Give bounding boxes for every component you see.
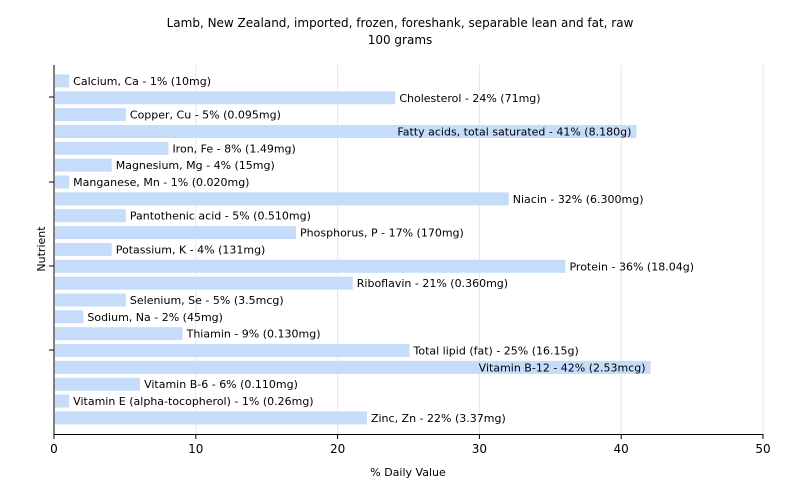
bar-label: Selenium, Se - 5% (3.5mcg) — [130, 294, 284, 307]
x-axis-label: % Daily Value — [370, 466, 446, 479]
bar-label: Phosphorus, P - 17% (170mg) — [300, 227, 464, 240]
y-axis-label: Nutrient — [35, 226, 48, 272]
bar — [55, 192, 509, 206]
bar-label: Iron, Fe - 8% (1.49mg) — [172, 142, 295, 155]
bar-label: Calcium, Ca - 1% (10mg) — [73, 75, 211, 88]
bar-label: Protein - 36% (18.04g) — [569, 260, 694, 273]
bar — [55, 327, 183, 341]
bar-label: Sodium, Na - 2% (45mg) — [87, 311, 223, 324]
bar-label: Vitamin E (alpha-tocopherol) - 1% (0.26m… — [73, 395, 313, 408]
bar — [55, 74, 70, 88]
bar — [55, 108, 126, 122]
bar — [55, 360, 651, 374]
x-tick-label: 50 — [755, 442, 770, 456]
chart-title: Lamb, New Zealand, imported, frozen, for… — [167, 16, 634, 30]
bar-label: Pantothenic acid - 5% (0.510mg) — [130, 210, 311, 223]
bar — [55, 124, 637, 138]
bar-label: Copper, Cu - 5% (0.095mg) — [130, 109, 281, 122]
bar — [55, 242, 112, 256]
bar — [55, 141, 169, 155]
bar-label: Fatty acids, total saturated - 41% (8.18… — [397, 125, 631, 138]
x-tick-label: 0 — [50, 442, 58, 456]
bar — [55, 293, 126, 307]
bar — [55, 259, 566, 273]
bar — [55, 344, 410, 358]
bar — [55, 310, 84, 324]
x-tick-label: 10 — [188, 442, 203, 456]
axes: 0 10 20 30 40 50 — [49, 65, 771, 456]
chart-subtitle: 100 grams — [368, 33, 433, 47]
bar-label: Thiamin - 9% (0.130mg) — [186, 328, 321, 341]
bar-label: Vitamin B-12 - 42% (2.53mcg) — [479, 361, 646, 374]
bar-label: Magnesium, Mg - 4% (15mg) — [116, 159, 275, 172]
bar — [55, 276, 353, 290]
bar — [55, 209, 126, 223]
bars-group: Calcium, Ca - 1% (10mg) Cholesterol - 24%… — [55, 74, 694, 425]
bar-label: Potassium, K - 4% (131mg) — [116, 243, 266, 256]
bar-label: Riboflavin - 21% (0.360mg) — [357, 277, 508, 290]
bar-label: Zinc, Zn - 22% (3.37mg) — [371, 412, 506, 425]
bar-label: Cholesterol - 24% (71mg) — [399, 92, 540, 105]
x-tick-label: 30 — [472, 442, 487, 456]
x-tick-label: 40 — [614, 442, 629, 456]
bar — [55, 175, 70, 189]
bar-label: Niacin - 32% (6.300mg) — [513, 193, 644, 206]
bar — [55, 91, 396, 105]
bar — [55, 377, 141, 391]
bar-label: Manganese, Mn - 1% (0.020mg) — [73, 176, 249, 189]
bar-label: Vitamin B-6 - 6% (0.110mg) — [144, 378, 298, 391]
bar — [55, 226, 297, 240]
x-tick-label: 20 — [330, 442, 345, 456]
bar — [55, 411, 367, 425]
bar — [55, 158, 112, 172]
bar — [55, 394, 70, 408]
bar-label: Total lipid (fat) - 25% (16.15g) — [413, 345, 579, 358]
